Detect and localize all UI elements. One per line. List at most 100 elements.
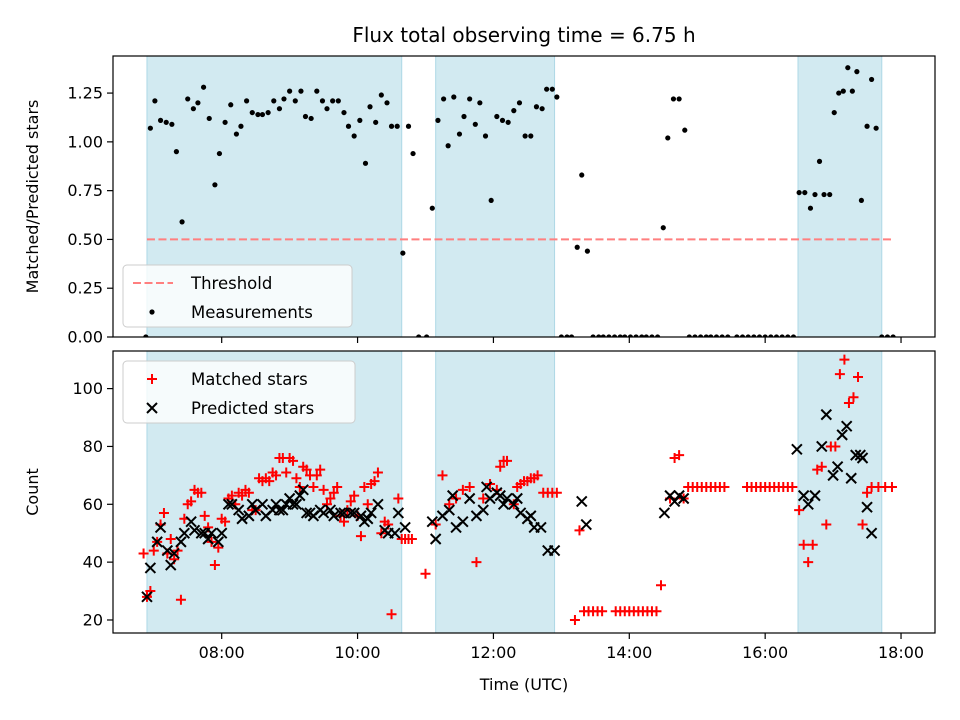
measurement-point xyxy=(482,133,489,139)
measurement-point xyxy=(858,197,865,204)
measurement-point xyxy=(528,133,534,139)
predicted-point xyxy=(345,507,357,519)
measurement-point xyxy=(590,334,596,337)
measurement-point xyxy=(821,191,827,198)
matched-point xyxy=(532,470,543,481)
measurement-point xyxy=(441,96,447,102)
predicted-point xyxy=(175,536,187,548)
matched-point xyxy=(816,461,827,472)
measurement-point xyxy=(539,106,545,112)
measurement-point xyxy=(522,133,528,139)
predicted-point xyxy=(277,504,289,516)
measurement-point xyxy=(222,119,228,125)
predicted-point xyxy=(850,449,862,461)
x-tick-label: 10:00 xyxy=(335,643,381,662)
matched-point xyxy=(386,609,397,620)
y-tick-label: 0.75 xyxy=(67,181,103,200)
measurement-point xyxy=(319,98,326,104)
matched-point xyxy=(165,534,176,544)
measurement-point xyxy=(868,76,875,83)
matched-point xyxy=(798,539,809,550)
measurement-point xyxy=(831,109,837,116)
axes-frame xyxy=(112,350,936,634)
measurement-point xyxy=(330,98,336,104)
measurement-point xyxy=(429,205,435,211)
measurement-point xyxy=(212,182,218,188)
measurement-point xyxy=(195,100,201,106)
measurement-point xyxy=(617,334,623,337)
matched-point xyxy=(328,487,339,498)
predicted-point xyxy=(845,472,857,484)
matched-point xyxy=(369,476,380,487)
predicted-point xyxy=(827,469,839,482)
predicted-point xyxy=(658,507,671,519)
matched-point xyxy=(345,496,356,507)
predicted-point xyxy=(372,498,384,510)
predicted-point xyxy=(791,443,803,456)
predicted-point xyxy=(165,559,177,571)
predicted-point xyxy=(836,429,848,441)
predicted-point xyxy=(236,513,248,525)
matched-point xyxy=(315,464,326,475)
predicted-point xyxy=(355,510,367,522)
measurement-point xyxy=(816,158,823,164)
measurement-point xyxy=(341,109,347,116)
predicted-point xyxy=(865,527,878,539)
measurement-point xyxy=(568,334,575,337)
measurement-point xyxy=(488,197,494,204)
measurement-point xyxy=(643,334,649,337)
measurement-point xyxy=(505,119,511,125)
plot-area xyxy=(143,65,896,337)
predicted-point xyxy=(443,504,455,516)
measurement-point xyxy=(335,98,341,104)
measurement-point xyxy=(314,88,320,94)
matched-point xyxy=(311,470,322,481)
measurement-point xyxy=(768,334,774,337)
measurement-point xyxy=(477,100,483,106)
matched-point xyxy=(175,594,186,605)
predicted-point xyxy=(426,515,438,528)
measurement-point xyxy=(676,96,682,102)
predicted-point xyxy=(477,504,489,516)
measurement-point xyxy=(451,94,457,100)
measurement-point xyxy=(292,98,298,104)
x-tick-label: 08:00 xyxy=(199,643,245,662)
measurement-point xyxy=(405,123,412,129)
ratio-panel: 0.00 0.25 0.50 0.75 1.00 1.25 Matched/Predicte… xyxy=(23,55,936,347)
measurement-point xyxy=(324,106,330,112)
matched-point xyxy=(243,487,254,498)
measurement-point xyxy=(836,90,842,96)
matched-point xyxy=(834,369,845,380)
matched-point xyxy=(794,505,805,516)
measurement-point xyxy=(456,131,463,137)
measurement-point xyxy=(670,96,677,102)
measurement-point xyxy=(238,123,244,129)
y-tick-label: 60 xyxy=(83,495,103,514)
matched-point xyxy=(839,354,850,365)
y-tick-label: 0.50 xyxy=(67,230,103,249)
measurement-point xyxy=(190,106,196,112)
legend-matched-swatch xyxy=(147,374,157,384)
matched-point xyxy=(886,481,897,492)
y-tick-label: 1.00 xyxy=(67,132,103,151)
legend-label: Threshold xyxy=(190,274,272,293)
measurement-point xyxy=(271,98,277,104)
matched-point xyxy=(406,534,417,544)
legend-label: Matched stars xyxy=(191,370,308,389)
matched-point xyxy=(362,499,373,510)
predicted-point xyxy=(256,498,269,510)
matched-point xyxy=(264,476,275,487)
predicted-point xyxy=(457,515,469,528)
y-tick-label: 0.00 xyxy=(67,328,103,347)
legend-box xyxy=(122,264,353,328)
measurement-point xyxy=(639,334,645,337)
measurement-point xyxy=(255,111,261,118)
measurement-point xyxy=(276,106,283,112)
measurement-point xyxy=(812,191,818,198)
y-axis-label: Matched/Predicted stars xyxy=(23,100,42,294)
predicted-point xyxy=(317,507,330,519)
predicted-point xyxy=(809,489,821,502)
measurement-point xyxy=(394,123,400,129)
matched-point xyxy=(349,490,360,501)
predicted-point xyxy=(797,489,810,502)
